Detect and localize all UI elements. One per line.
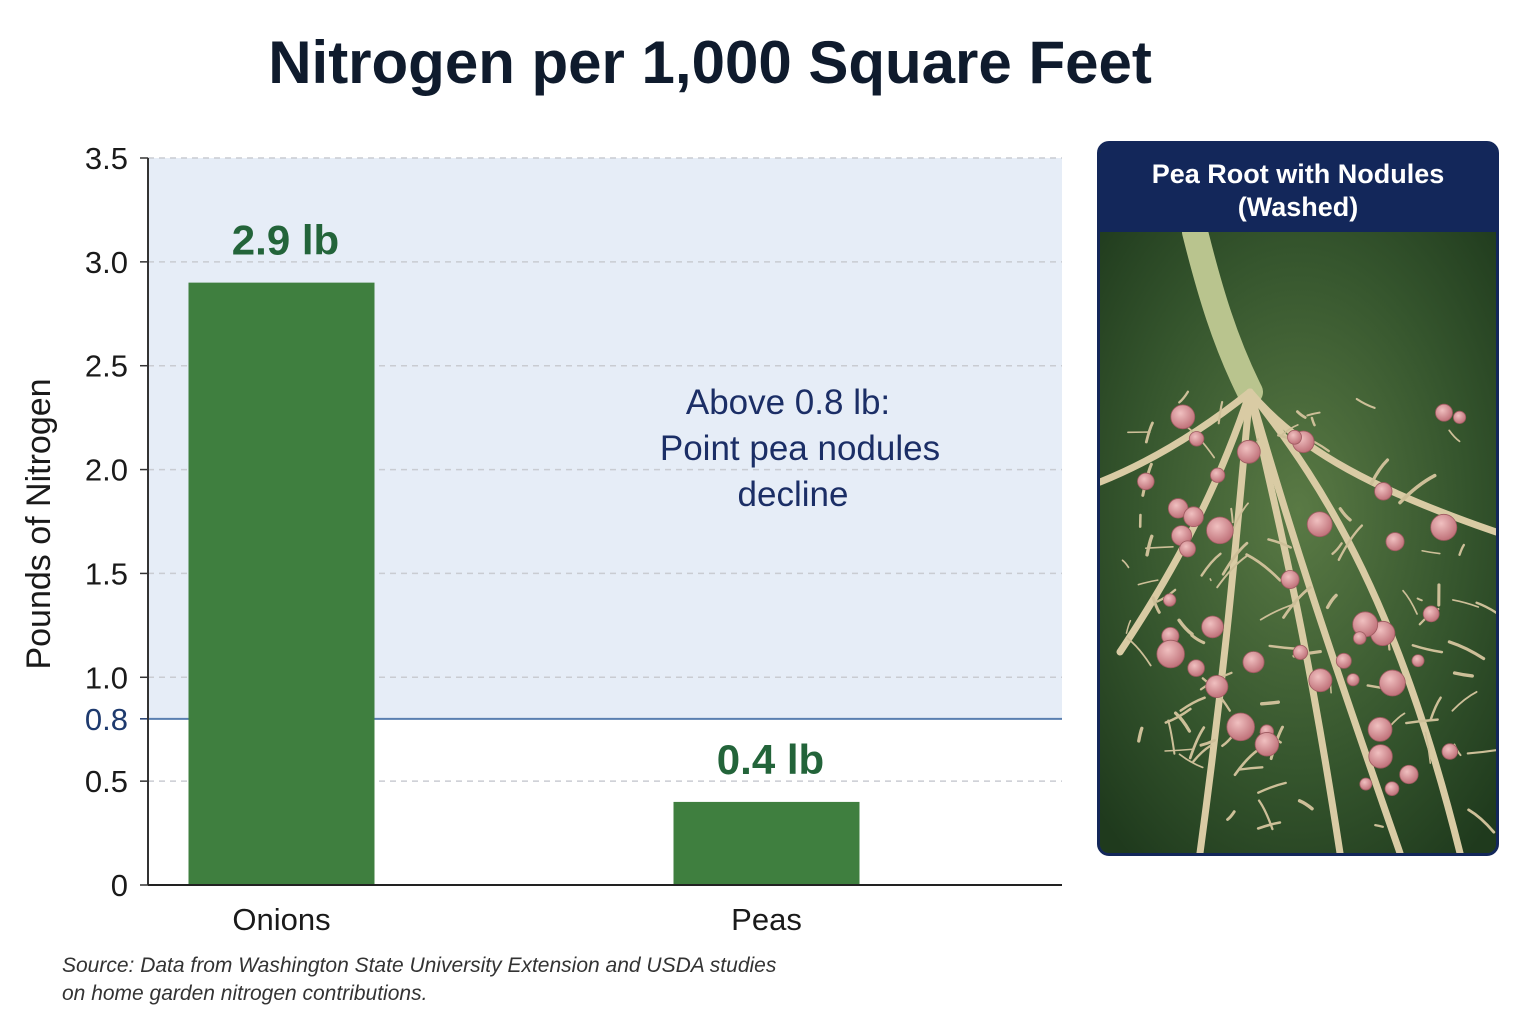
y-tick-labels: 0 0.5 1.0 1.5 2.0 2.5 3.0 3.5 0.8: [85, 141, 128, 903]
data-label-peas: 0.4 lb: [717, 736, 824, 783]
y-tick-label: 2.5: [85, 349, 128, 384]
source-line-2: on home garden nitrogen contributions.: [62, 982, 428, 1005]
data-labels: 2.9 lb 0.4 lb: [232, 217, 824, 783]
y-tick-label: 0.5: [85, 764, 128, 799]
data-label-onions: 2.9 lb: [232, 217, 339, 264]
source-line-1: Source: Data from Washington State Unive…: [62, 954, 777, 977]
source-note: Source: Data from Washington State Unive…: [62, 952, 882, 1008]
photo-title: Pea Root with Nodules (Washed): [1100, 144, 1496, 232]
pea-root-photo-card: Pea Root with Nodules (Washed): [1097, 141, 1499, 856]
pea-root-nodules-photo: [1100, 232, 1496, 853]
y-tick-label: 2.0: [85, 453, 128, 488]
x-tick-label-onions: Onions: [232, 902, 330, 937]
page-title: Nitrogen per 1,000 Square Feet: [268, 29, 1152, 96]
annotation-line-2: Point pea nodules: [660, 429, 940, 468]
y-tick-label: 3.0: [85, 245, 128, 280]
bar-chart: 0 0.5 1.0 1.5 2.0 2.5 3.0 3.5 0.8 Onions Peas 2.9…: [20, 141, 1062, 937]
x-tick-label-peas: Peas: [731, 902, 802, 937]
bar-peas: [673, 801, 860, 885]
bar-onions: [188, 282, 375, 886]
y-tick-label: 3.5: [85, 141, 128, 176]
photo-title-line-2: (Washed): [1237, 192, 1359, 222]
y-tick-label: 0: [111, 868, 128, 903]
photo-title-line-1: Pea Root with Nodules: [1151, 159, 1445, 189]
x-tick-labels: Onions Peas: [232, 902, 801, 937]
threshold-tick-label: 0.8: [85, 702, 128, 737]
y-tick-label: 1.5: [85, 556, 128, 591]
y-axis-label: Pounds of Nitrogen: [20, 378, 58, 669]
gridlines: [140, 157, 1062, 886]
annotation-line-1: Above 0.8 lb:: [686, 383, 890, 422]
annotation-line-3: decline: [738, 475, 849, 514]
threshold-annotation: Above 0.8 lb: Point pea nodules decline: [660, 383, 940, 514]
y-tick-label: 1.0: [85, 660, 128, 695]
bars: [188, 282, 860, 886]
